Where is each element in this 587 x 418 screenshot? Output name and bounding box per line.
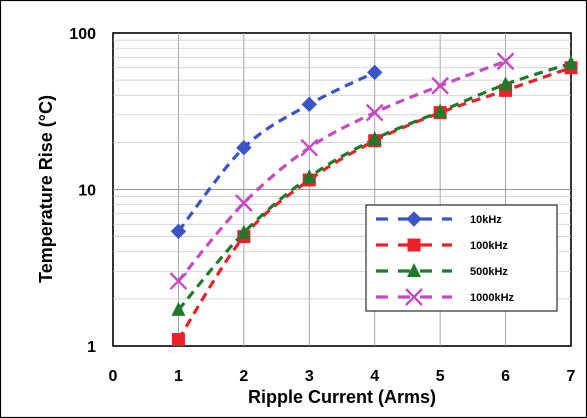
x-tick-label: 4 [370, 368, 379, 385]
series-line-10kHz [177, 70, 376, 233]
y-tick-label: 10 [78, 183, 96, 200]
x-tick-label: 6 [501, 368, 510, 385]
data-point-1000kHz [235, 194, 253, 212]
x-tick-label: 3 [305, 368, 314, 385]
data-point-10kHz [301, 96, 317, 113]
data-point-10kHz [170, 223, 187, 240]
x-axis-label: Ripple Current (Arms) [248, 387, 436, 407]
data-point-1000kHz [496, 52, 515, 71]
x-tick-label: 5 [436, 368, 445, 385]
legend-marker [405, 288, 423, 306]
legend: 10kHz 100kHz 500kHz 1000kHz [365, 204, 558, 312]
data-point-500kHz [367, 131, 382, 146]
data-point-1000kHz [431, 76, 449, 95]
legend-label: 1000kHz [470, 292, 515, 304]
legend-marker [406, 211, 422, 227]
legend-marker [407, 263, 421, 277]
data-point-10kHz [367, 64, 383, 81]
legend-box [365, 204, 558, 312]
y-tick-label: 100 [69, 26, 96, 43]
y-axis-label: Temperature Rise (°C) [36, 95, 56, 283]
x-tick-label: 2 [239, 368, 248, 385]
data-point-1000kHz [365, 103, 384, 122]
markers-group [169, 52, 578, 347]
data-point-1000kHz [169, 272, 188, 290]
x-tick-label: 1 [174, 368, 183, 385]
data-point-500kHz [564, 55, 578, 70]
data-point-1000kHz [300, 138, 319, 157]
data-point-10kHz [236, 139, 252, 156]
data-point-500kHz [302, 169, 317, 184]
data-point-500kHz [236, 224, 251, 239]
legend-marker [407, 238, 421, 252]
data-point-100kHz [171, 333, 185, 347]
legend-label: 500kHz [470, 266, 508, 278]
legend-label: 10kHz [470, 214, 502, 226]
data-point-500kHz [433, 103, 448, 118]
x-tick-label: 0 [109, 368, 118, 385]
data-point-500kHz [171, 301, 186, 316]
data-point-500kHz [498, 76, 513, 91]
y-tick-label: 1 [87, 339, 96, 356]
legend-label: 100kHz [470, 240, 508, 252]
x-tick-label: 7 [567, 368, 576, 385]
